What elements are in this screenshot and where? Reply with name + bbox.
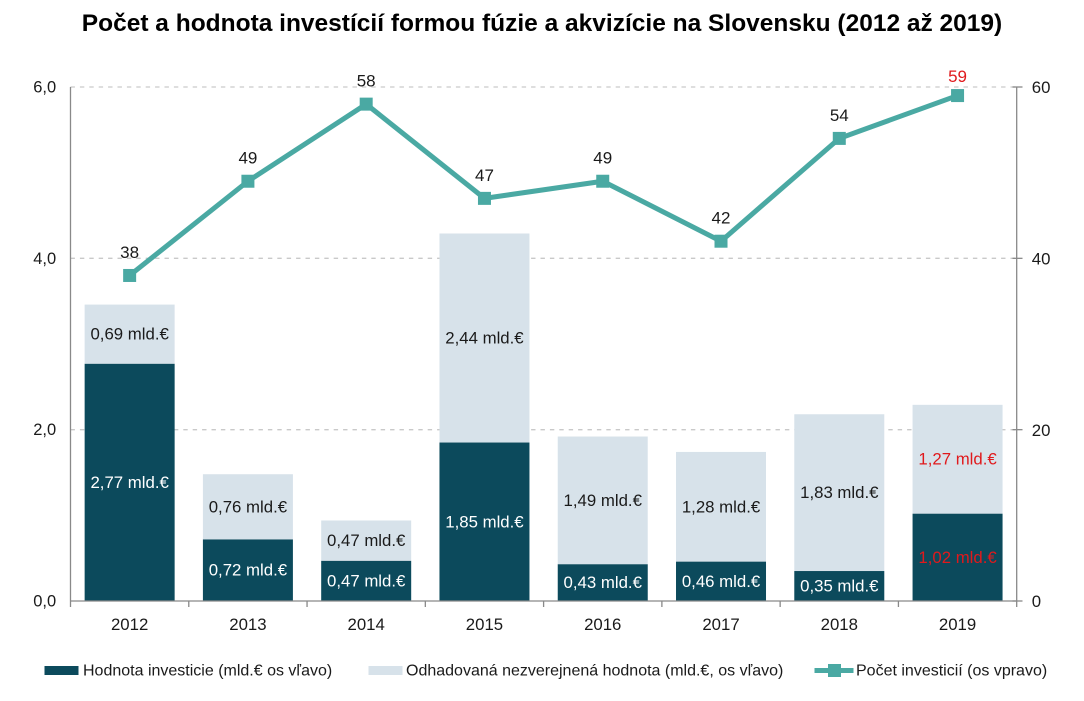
svg-text:58: 58 <box>357 72 376 91</box>
svg-text:49: 49 <box>238 149 257 168</box>
svg-text:0,0: 0,0 <box>33 593 56 611</box>
svg-text:1,02 mld.€: 1,02 mld.€ <box>918 548 997 567</box>
svg-text:2,77 mld.€: 2,77 mld.€ <box>90 473 169 492</box>
svg-text:2019: 2019 <box>939 615 976 634</box>
svg-text:1,83 mld.€: 1,83 mld.€ <box>800 483 879 502</box>
svg-text:20: 20 <box>1032 421 1051 440</box>
svg-text:Počet a hodnota investícií for: Počet a hodnota investícií formou fúzie … <box>82 10 1002 37</box>
svg-text:0,72 mld.€: 0,72 mld.€ <box>209 561 288 580</box>
svg-text:1,27 mld.€: 1,27 mld.€ <box>918 450 997 469</box>
svg-text:2012: 2012 <box>111 615 148 634</box>
svg-text:Počet investicií (os vpravo): Počet investicií (os vpravo) <box>856 663 1047 680</box>
svg-text:40: 40 <box>1032 250 1051 269</box>
svg-text:2,44 mld.€: 2,44 mld.€ <box>445 329 524 348</box>
svg-text:1,85 mld.€: 1,85 mld.€ <box>445 512 524 531</box>
svg-text:2015: 2015 <box>466 615 503 634</box>
svg-text:47: 47 <box>475 166 494 185</box>
svg-text:54: 54 <box>830 106 849 125</box>
svg-text:2014: 2014 <box>348 615 385 634</box>
svg-text:2018: 2018 <box>821 615 858 634</box>
svg-text:0,76 mld.€: 0,76 mld.€ <box>209 497 288 516</box>
svg-text:0,69 mld.€: 0,69 mld.€ <box>90 325 169 344</box>
svg-text:4,0: 4,0 <box>33 250 56 268</box>
svg-text:38: 38 <box>120 243 139 262</box>
svg-text:Hodnota investicie (mld.€ os v: Hodnota investicie (mld.€ os vľavo) <box>83 663 332 680</box>
svg-text:2017: 2017 <box>702 615 739 634</box>
svg-text:2016: 2016 <box>584 615 621 634</box>
svg-text:0,46 mld.€: 0,46 mld.€ <box>682 572 761 591</box>
svg-text:0,43 mld.€: 0,43 mld.€ <box>564 573 643 592</box>
svg-text:1,28 mld.€: 1,28 mld.€ <box>682 497 761 516</box>
svg-text:49: 49 <box>593 149 612 168</box>
svg-text:0: 0 <box>1032 592 1041 611</box>
svg-text:2,0: 2,0 <box>33 421 56 439</box>
svg-text:1,49 mld.€: 1,49 mld.€ <box>564 491 643 510</box>
svg-text:Odhadovaná nezverejnená hodnot: Odhadovaná nezverejnená hodnota (mld.€, … <box>406 663 783 680</box>
svg-text:59: 59 <box>948 67 967 86</box>
svg-text:0,47 mld.€: 0,47 mld.€ <box>327 571 406 590</box>
svg-text:0,47 mld.€: 0,47 mld.€ <box>327 531 406 550</box>
svg-text:6,0: 6,0 <box>33 79 56 97</box>
svg-text:0,35 mld.€: 0,35 mld.€ <box>800 577 879 596</box>
svg-text:60: 60 <box>1032 78 1051 97</box>
svg-text:42: 42 <box>712 209 731 228</box>
svg-text:2013: 2013 <box>229 615 266 634</box>
